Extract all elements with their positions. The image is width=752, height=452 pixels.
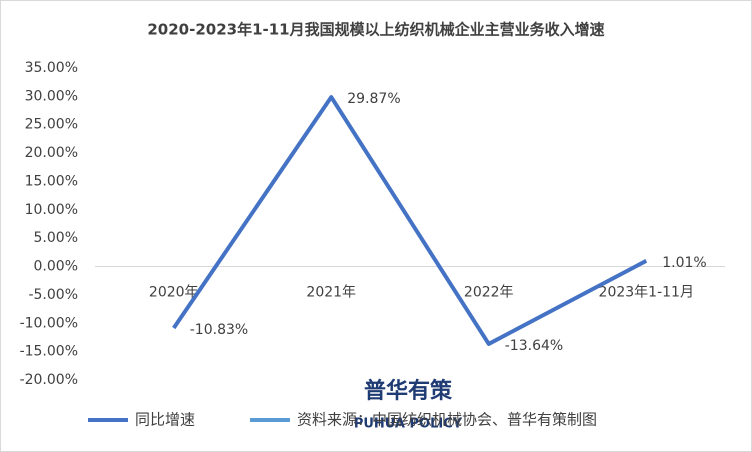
y-tick-label: 10.00%: [25, 202, 78, 218]
chart-title: 2020-2023年1-11月我国规模以上纺织机械企业主营业务收入增速: [147, 21, 604, 39]
x-tick-label: 2022年: [464, 285, 514, 301]
y-tick-label: 0.00%: [34, 259, 78, 275]
y-tick-label: -15.00%: [20, 344, 78, 360]
y-tick-label: 25.00%: [25, 117, 78, 133]
y-tick-label: 35.00%: [25, 60, 78, 76]
data-line: [172, 95, 648, 346]
x-tick-label: 2023年1-11月: [599, 285, 694, 301]
data-label: -10.83%: [190, 322, 248, 338]
legend-label: 资料来源：中国纺织机械协会、普华有策制图: [297, 411, 597, 429]
data-label: 1.01%: [662, 255, 706, 271]
y-tick-label: 20.00%: [25, 145, 78, 161]
y-tick-label: -10.00%: [20, 315, 78, 331]
x-tick-label: 2021年: [306, 285, 356, 301]
y-tick-label: 15.00%: [25, 173, 78, 189]
data-label: 29.87%: [347, 91, 400, 107]
data-label: -13.64%: [505, 338, 563, 354]
x-tick-label: 2020年: [149, 285, 199, 301]
y-tick-label: 5.00%: [34, 230, 78, 246]
y-tick-label: 30.00%: [25, 88, 78, 104]
y-tick-label: -5.00%: [28, 287, 78, 303]
legend-label: 同比增速: [135, 411, 195, 429]
watermark-subtitle: PUHUA POLICY: [354, 417, 463, 432]
y-tick-label: -20.00%: [20, 372, 78, 388]
watermark-title: 普华有策: [364, 378, 453, 404]
